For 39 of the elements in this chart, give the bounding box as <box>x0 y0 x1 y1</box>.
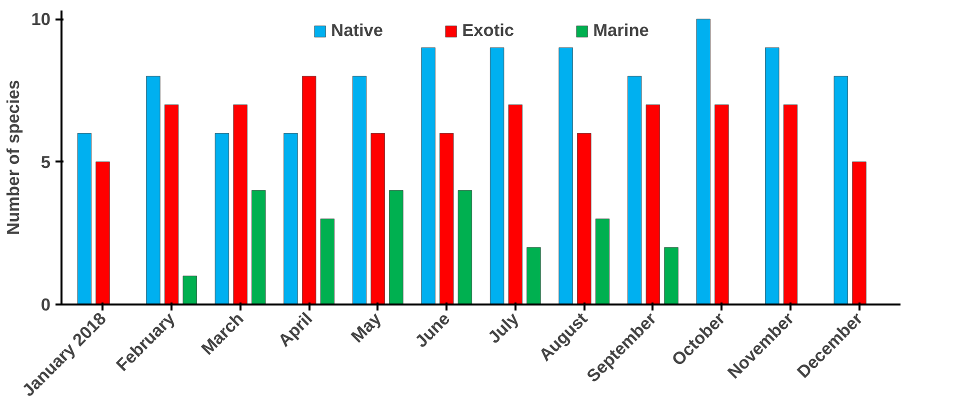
bar <box>146 76 160 304</box>
bar <box>508 104 523 304</box>
bar <box>214 132 230 304</box>
bar <box>284 132 298 304</box>
bar <box>696 18 710 304</box>
y-axis-title: Number of species <box>3 80 24 236</box>
bar <box>77 132 92 304</box>
bar <box>96 162 110 304</box>
bar <box>783 104 798 304</box>
bar <box>439 132 454 304</box>
bar <box>252 190 266 304</box>
bar <box>646 104 660 304</box>
legend-label: Marine <box>593 20 649 41</box>
bar <box>458 190 472 304</box>
bar <box>370 132 385 304</box>
bar <box>765 47 780 304</box>
legend-label: Exotic <box>462 20 514 41</box>
bar <box>558 47 573 304</box>
bar <box>852 162 866 304</box>
bar <box>352 76 367 304</box>
bar <box>182 276 197 304</box>
bar <box>389 190 404 304</box>
bar <box>714 104 729 304</box>
bar <box>834 76 848 304</box>
bar <box>233 104 248 304</box>
bar <box>320 218 335 304</box>
bar <box>302 76 316 304</box>
bar <box>595 218 610 304</box>
legend-label: Native <box>331 20 384 41</box>
bar <box>421 47 436 304</box>
bar <box>526 247 541 304</box>
bar <box>577 132 592 304</box>
bar <box>164 104 179 304</box>
bar <box>490 47 504 304</box>
bar <box>664 247 678 304</box>
y-tick-label: 0 <box>40 294 51 314</box>
y-tick-label: 5 <box>40 152 51 172</box>
bar <box>627 76 642 304</box>
y-tick-label: 10 <box>31 9 51 30</box>
